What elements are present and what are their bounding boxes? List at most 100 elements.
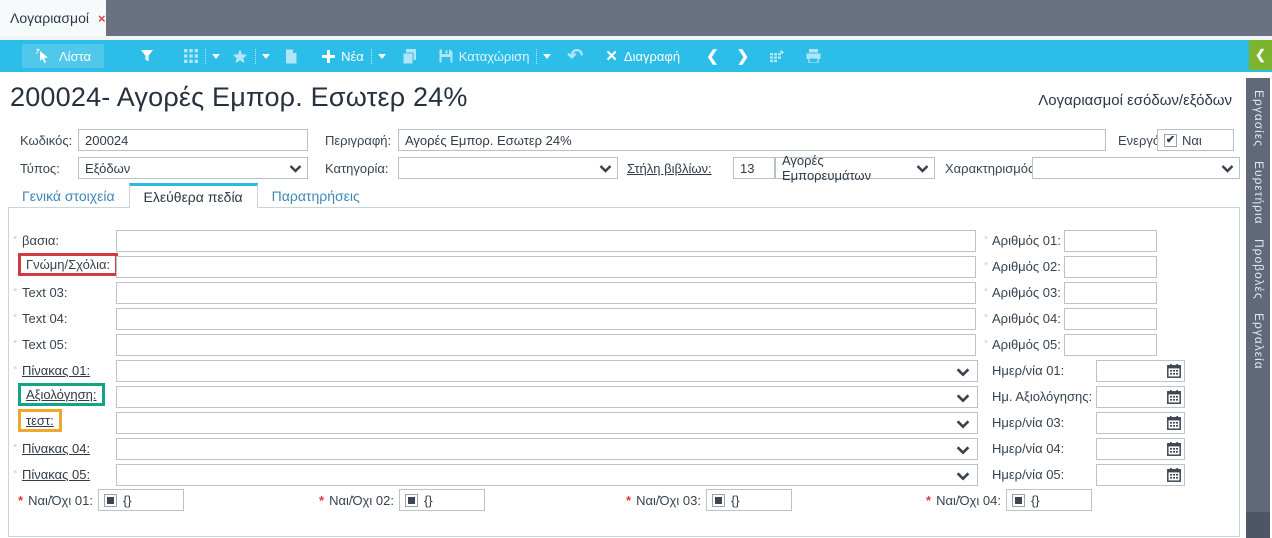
filter-button[interactable] — [140, 49, 154, 63]
new-button-label: Νέα — [341, 48, 364, 64]
save-dropdown-caret[interactable] — [543, 53, 552, 59]
characterization-select[interactable] — [1032, 157, 1240, 179]
field-label-table-01[interactable]: Πίνακας 01: — [22, 363, 91, 378]
book-column-code-input[interactable] — [733, 157, 775, 179]
close-icon[interactable]: × — [98, 10, 106, 26]
table-select-01[interactable] — [116, 360, 978, 382]
number-input-03[interactable] — [1064, 282, 1157, 304]
calendar-icon[interactable] — [1167, 442, 1181, 456]
next-record-button[interactable]: ❯ — [737, 49, 750, 64]
date-input-01[interactable] — [1096, 360, 1185, 382]
required-marker: * — [626, 492, 632, 508]
bool-field-group-01: * Ναι/Όχι 01: {} — [18, 489, 184, 511]
field-label-date-03: Ημερ/νία 03: — [992, 415, 1065, 430]
number-input-05[interactable] — [1064, 334, 1157, 356]
grid-dropdown-caret[interactable] — [212, 53, 221, 59]
yesno-checkbox-01[interactable]: {} — [97, 489, 184, 511]
table-select-04[interactable] — [116, 438, 978, 460]
undo-button[interactable]: ↶ — [567, 47, 583, 66]
optional-marker: * — [13, 468, 18, 480]
field-label-yesno-01: Ναι/Όχι 01: — [28, 492, 93, 508]
calendar-icon[interactable] — [1167, 364, 1181, 378]
type-select[interactable]: Εξόδων — [78, 157, 308, 179]
text-input-02[interactable] — [116, 256, 976, 278]
sidebar-item-ergasies[interactable]: Εργασίες — [1252, 90, 1266, 147]
page-icon — [286, 49, 297, 63]
text-input-04[interactable] — [116, 308, 976, 330]
required-marker: * — [18, 492, 24, 508]
toolbar-separator — [255, 48, 257, 64]
category-label: Κατηγορία: — [325, 161, 389, 176]
indeterminate-checkbox-icon — [404, 493, 418, 507]
field-label-number-01: Αριθμός 01: — [992, 233, 1061, 248]
calendar-icon[interactable] — [1167, 416, 1181, 430]
tab-general[interactable]: Γενικά στοιχεία — [22, 187, 115, 204]
sidebar-item-ergaleia[interactable]: Εργαλεία — [1252, 313, 1266, 370]
yesno-checkbox-04[interactable]: {} — [1005, 489, 1092, 511]
save-button[interactable]: Καταχώριση — [439, 49, 529, 64]
field-label-text-05: Text 05: — [22, 337, 68, 352]
copy-button[interactable] — [402, 48, 417, 64]
table-select-03[interactable] — [116, 412, 978, 434]
date-input-04[interactable] — [1096, 438, 1185, 460]
main-toolbar: Λίστα Νέα — [0, 40, 1272, 72]
field-label-number-03: Αριθμός 03: — [992, 285, 1061, 300]
sidebar-item-evretiria[interactable]: Ευρετήρια — [1252, 160, 1266, 225]
calendar-icon[interactable] — [1167, 390, 1181, 404]
tab-accounts[interactable]: Λογαριασμοί × — [0, 0, 106, 36]
field-label-axiologisi[interactable]: Αξιολόγηση: — [18, 383, 105, 406]
bool-field-group-04: * Ναι/Όχι 04: {} — [926, 489, 1092, 511]
text-input-03[interactable] — [116, 282, 976, 304]
new-button[interactable]: Νέα — [322, 49, 364, 64]
number-input-02[interactable] — [1064, 256, 1157, 278]
delete-button[interactable]: ✕ Διαγραφή — [605, 49, 680, 64]
field-label-table-05[interactable]: Πίνακας 05: — [22, 467, 91, 482]
category-select[interactable] — [398, 157, 618, 179]
calendar-icon[interactable] — [1167, 468, 1181, 482]
optional-marker: * — [984, 286, 989, 298]
form-row: * Πίνακας 01: Ημερ/νία 01: — [9, 360, 1239, 383]
code-input[interactable] — [78, 129, 308, 151]
date-input-02[interactable] — [1096, 386, 1185, 408]
number-input-04[interactable] — [1064, 308, 1157, 330]
table-select-05[interactable] — [116, 464, 978, 486]
browser-view-button[interactable] — [769, 49, 785, 63]
yesno-checkbox-02[interactable]: {} — [398, 489, 485, 511]
text-input-01[interactable] — [116, 230, 976, 252]
number-input-01[interactable] — [1064, 230, 1157, 252]
favorites-button[interactable] — [232, 49, 248, 64]
active-checkbox[interactable]: ✔ Ναι — [1157, 129, 1234, 151]
book-column-select[interactable]: Αγορές Εμπορευμάτων — [775, 153, 935, 183]
new-dropdown-caret[interactable] — [377, 53, 386, 59]
date-input-03[interactable] — [1096, 412, 1185, 434]
previous-record-button[interactable]: ❮ — [706, 49, 719, 64]
chevron-down-icon — [956, 391, 970, 405]
bool-field-group-02: * Ναι/Όχι 02: {} — [319, 489, 485, 511]
book-column-link-label[interactable]: Στήλη βιβλίων: — [627, 161, 712, 176]
field-label-number-04: Αριθμός 04: — [992, 311, 1061, 326]
chevron-left-icon: ❮ — [706, 47, 719, 65]
tab-accounts-label: Λογαριασμοί — [10, 10, 90, 26]
favorites-dropdown-caret[interactable] — [262, 53, 271, 59]
tab-free-fields[interactable]: Ελεύθερα πεδία — [128, 183, 258, 208]
print-button[interactable] — [806, 49, 821, 63]
field-label-table-04[interactable]: Πίνακας 04: — [22, 441, 91, 456]
grid-layout-button[interactable] — [184, 49, 199, 63]
description-input[interactable] — [398, 129, 1106, 151]
text-input-05[interactable] — [116, 334, 976, 356]
export-button[interactable] — [284, 49, 298, 64]
table-select-02[interactable] — [116, 386, 978, 408]
field-label-yesno-04: Ναι/Όχι 04: — [936, 492, 1001, 508]
field-label-test[interactable]: τεστ: — [18, 409, 62, 432]
list-button[interactable]: Λίστα — [22, 44, 105, 68]
date-input-05[interactable] — [1096, 464, 1185, 486]
right-sidebar: Εργασίες Ευρετήρια Προβολές Εργαλεία — [1246, 78, 1270, 538]
bool-field-group-03: * Ναι/Όχι 03: {} — [626, 489, 792, 511]
grid-icon — [184, 49, 199, 63]
sidebar-item-provoles[interactable]: Προβολές — [1252, 238, 1266, 300]
yesno-checkbox-03[interactable]: {} — [705, 489, 792, 511]
collapse-sidebar-button[interactable]: ❮ — [1249, 40, 1272, 70]
pointer-sparkle-icon — [35, 48, 51, 64]
tab-notes[interactable]: Παρατηρήσεις — [271, 187, 360, 204]
chevron-down-icon — [956, 469, 970, 483]
